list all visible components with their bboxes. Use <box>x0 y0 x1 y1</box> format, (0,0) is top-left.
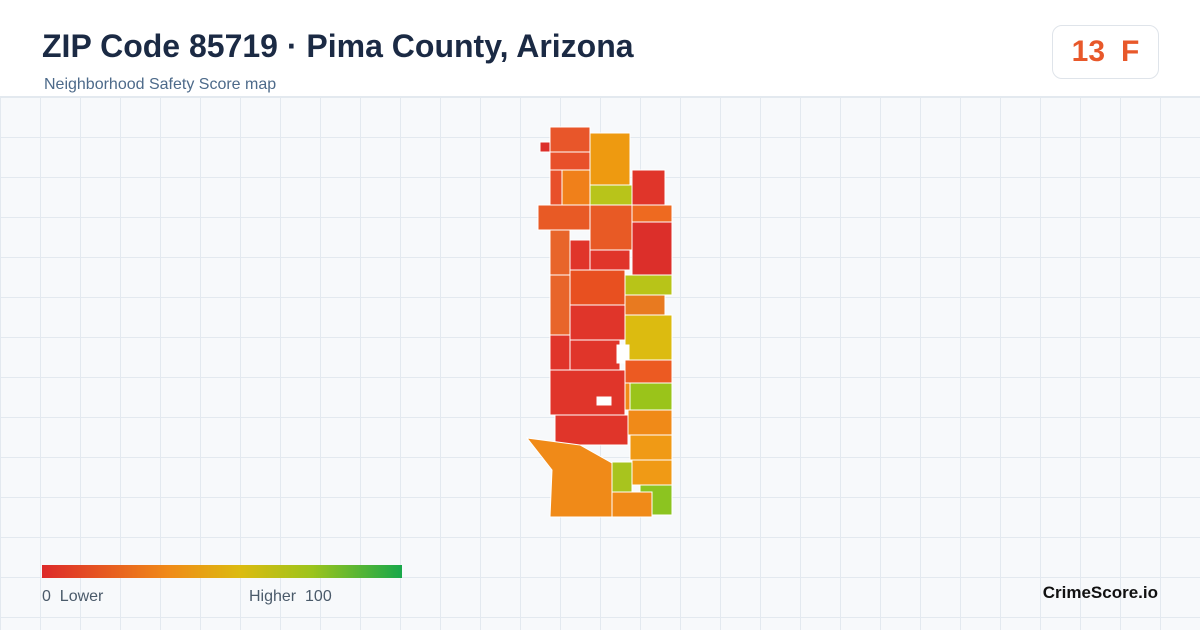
area <box>629 434 673 461</box>
header: ZIP Code 85719 · Pima County, Arizona Ne… <box>0 0 1200 97</box>
legend-min-value: 0 <box>42 588 51 605</box>
area <box>624 359 673 384</box>
area <box>549 334 571 371</box>
title: ZIP Code 85719 · Pima County, Arizona <box>42 28 634 64</box>
subtitle: Neighborhood Safety Score map <box>44 76 277 93</box>
area <box>561 169 591 206</box>
area <box>549 369 626 416</box>
area <box>549 229 571 276</box>
area <box>549 274 571 336</box>
area <box>631 459 673 486</box>
hole <box>616 344 630 364</box>
area <box>624 382 631 411</box>
legend-max: Higher 100 <box>249 588 332 606</box>
score-value: 13 <box>1071 35 1106 68</box>
area <box>589 249 631 271</box>
area <box>549 126 591 153</box>
area <box>631 221 673 276</box>
area <box>631 169 666 206</box>
area <box>624 294 666 316</box>
area <box>611 461 633 493</box>
area <box>554 414 629 446</box>
area <box>549 151 591 171</box>
area <box>589 204 633 251</box>
area <box>631 204 673 223</box>
area <box>629 382 673 411</box>
legend-max-label: Higher <box>249 588 297 605</box>
area <box>537 204 591 231</box>
area <box>539 141 551 153</box>
area <box>627 409 673 436</box>
area <box>549 169 563 206</box>
brand: CrimeScore.io <box>1042 583 1158 602</box>
legend-min-label: Lower <box>59 588 104 605</box>
area <box>569 304 626 341</box>
area <box>611 491 653 518</box>
hole <box>596 396 612 406</box>
area <box>624 274 673 296</box>
score-grade: F <box>1121 35 1140 68</box>
score-badge: 13 F <box>1052 25 1159 79</box>
area <box>624 314 673 361</box>
area <box>569 339 621 371</box>
area <box>569 239 591 271</box>
area <box>589 184 633 206</box>
legend-min: 0 Lower <box>42 588 103 606</box>
legend-max-value: 100 <box>305 588 332 605</box>
area <box>525 437 613 518</box>
area <box>589 132 631 186</box>
area <box>569 269 626 306</box>
legend-gradient <box>42 565 402 578</box>
